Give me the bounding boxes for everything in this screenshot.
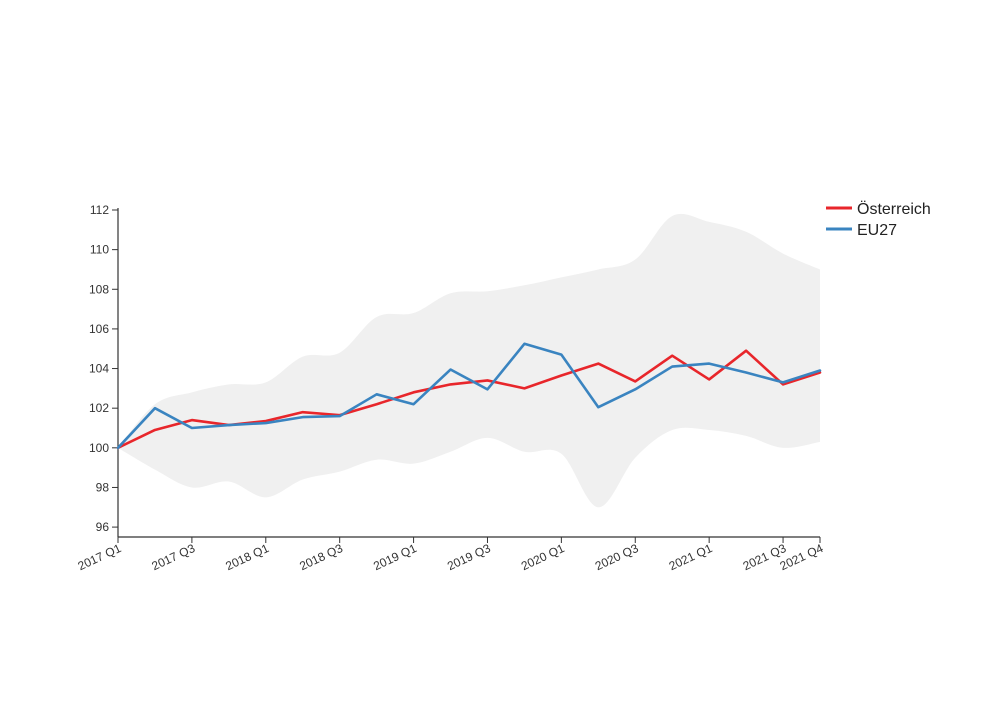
- x-tick-label: 2018 Q1: [223, 541, 271, 573]
- series-lines: [116, 342, 822, 450]
- x-tick-label: 2021 Q1: [667, 541, 715, 573]
- x-tick-label: 2017 Q1: [76, 541, 124, 573]
- y-tick-label: 96: [96, 520, 110, 534]
- legend: Österreich EU27: [826, 200, 931, 239]
- y-tick-label: 110: [90, 243, 109, 257]
- y-tick-label: 108: [89, 282, 109, 296]
- x-tick-label: 2017 Q3: [150, 541, 198, 573]
- y-tick-label: 104: [89, 362, 109, 376]
- x-tick-label: 2021 Q4: [778, 541, 826, 573]
- y-tick-label: 112: [90, 203, 109, 217]
- x-tick-label: 2018 Q3: [297, 541, 345, 573]
- x-tick-label: 2020 Q1: [519, 541, 567, 573]
- y-tick-label: 102: [89, 401, 109, 415]
- legend-label: Österreich: [857, 200, 931, 218]
- x-tick-label: 2019 Q1: [371, 541, 419, 573]
- legend-label: EU27: [857, 222, 897, 239]
- y-tick-label: 106: [89, 322, 109, 336]
- x-tick-label: 2020 Q3: [593, 541, 641, 573]
- series-line-2: [116, 342, 822, 450]
- confidence-band: [118, 213, 820, 508]
- y-tick-label: 98: [96, 480, 110, 494]
- x-tick-label: 2019 Q3: [445, 541, 493, 573]
- band-area: [118, 213, 820, 508]
- y-tick-label: 100: [89, 441, 109, 455]
